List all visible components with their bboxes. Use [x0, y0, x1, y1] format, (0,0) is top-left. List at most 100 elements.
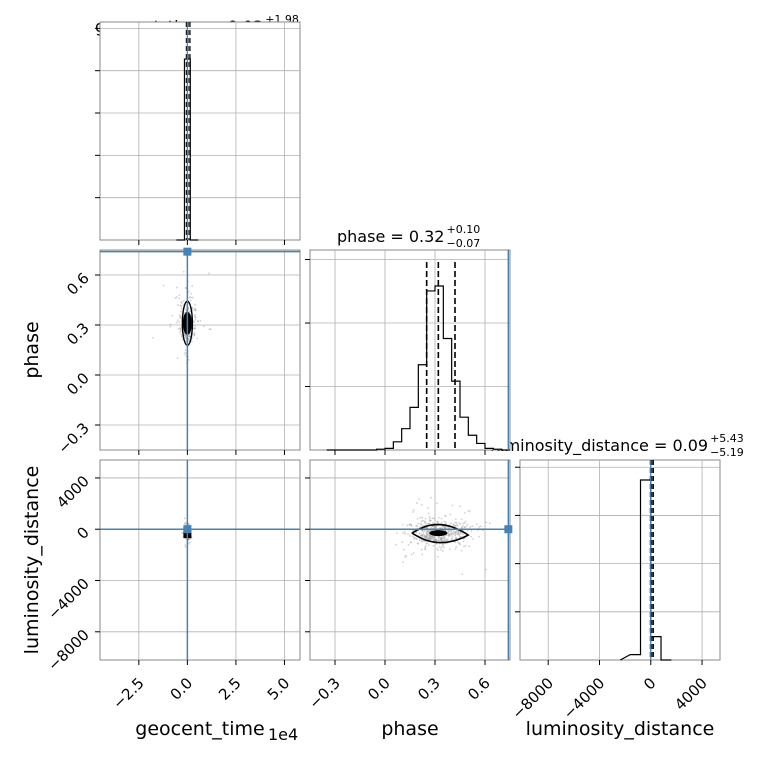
sample-point — [179, 329, 182, 332]
sample-point — [180, 304, 183, 307]
sample-point — [454, 531, 457, 533]
sample-point — [465, 525, 468, 528]
sample-point — [437, 516, 440, 519]
sample-point — [187, 359, 190, 361]
sample-point — [444, 515, 447, 518]
sample-point — [151, 336, 154, 339]
sample-point — [195, 316, 197, 319]
sample-point — [447, 534, 450, 537]
sample-point — [450, 531, 453, 534]
sample-point — [424, 536, 427, 539]
sample-point — [189, 541, 191, 544]
sample-point — [443, 546, 445, 549]
sample-point — [406, 524, 409, 527]
sample-point — [455, 521, 458, 524]
sample-point — [476, 523, 478, 525]
sample-point — [194, 315, 196, 317]
sample-point — [463, 526, 466, 529]
sample-point — [433, 538, 436, 541]
diag-panel-geocent_time — [95, 21, 301, 245]
sample-point — [419, 516, 422, 519]
sample-point — [421, 524, 424, 527]
sample-point — [424, 534, 427, 537]
sample-point — [447, 531, 450, 534]
sample-point — [459, 535, 462, 538]
sample-point — [431, 538, 434, 540]
sample-point — [466, 523, 469, 526]
y-tick-label-phase: 0.6 — [63, 269, 93, 299]
sample-point — [459, 531, 462, 534]
sample-point — [178, 297, 181, 300]
sample-point — [454, 521, 457, 524]
sample-point — [169, 325, 171, 328]
sample-point — [444, 525, 447, 528]
sample-point — [191, 285, 194, 287]
sample-point — [421, 504, 423, 506]
sample-point — [445, 538, 448, 541]
sample-point — [462, 540, 465, 543]
sample-point — [404, 555, 407, 558]
sample-point — [428, 517, 431, 520]
sample-point — [463, 526, 466, 529]
sample-point — [451, 535, 454, 537]
sample-point — [463, 545, 465, 548]
sample-point — [440, 517, 443, 520]
sample-point — [452, 531, 454, 534]
sample-point — [435, 526, 438, 528]
sample-point — [179, 316, 182, 319]
sample-point — [452, 523, 455, 526]
sample-point — [184, 336, 187, 339]
sample-point — [464, 520, 467, 523]
sample-point — [460, 518, 463, 521]
sample-point — [430, 538, 433, 540]
sample-point — [194, 328, 196, 330]
sample-point — [457, 541, 459, 543]
truth-marker — [504, 525, 513, 534]
sample-point — [425, 537, 427, 540]
sample-point — [432, 539, 435, 542]
sample-point — [429, 534, 432, 537]
sample-point — [184, 522, 187, 524]
sample-point — [452, 532, 455, 535]
sample-point — [416, 542, 419, 545]
sample-point — [472, 538, 474, 540]
sample-point — [440, 537, 443, 540]
sample-point — [414, 537, 417, 540]
y-tick-label-phase: 0.0 — [63, 369, 93, 399]
sample-point — [438, 540, 441, 542]
sample-point — [428, 544, 430, 546]
sample-point — [209, 328, 212, 331]
sample-point — [427, 507, 429, 510]
sample-point — [463, 512, 466, 514]
contour-outer — [411, 523, 470, 544]
sample-point — [450, 538, 453, 541]
sample-point — [421, 516, 424, 519]
sample-point — [180, 307, 183, 310]
sample-point — [423, 535, 425, 538]
sample-point — [178, 321, 180, 324]
sample-point — [427, 533, 430, 536]
sample-point — [428, 515, 431, 518]
sample-point — [416, 517, 419, 520]
sample-point — [451, 537, 454, 539]
sample-point — [454, 531, 457, 534]
sample-point — [436, 520, 439, 523]
sample-point — [413, 538, 416, 540]
sample-point — [403, 531, 406, 533]
sample-point — [424, 521, 427, 524]
sample-point — [427, 538, 429, 540]
sample-point — [420, 520, 423, 522]
sample-point — [425, 534, 428, 537]
sample-point — [194, 309, 197, 312]
sample-point — [423, 524, 426, 527]
offset-text: 1e4 — [268, 725, 298, 744]
sample-point — [440, 537, 443, 540]
panel-title-luminosity_distance: luminosity_distance = 0.09 +5.43−5.19 — [490, 432, 744, 459]
panel-frame — [519, 459, 721, 661]
sample-point — [187, 542, 190, 545]
diag-panel-phase — [305, 249, 511, 455]
sample-point — [412, 552, 415, 554]
sample-point — [183, 333, 186, 336]
y-axis-label-luminosity_distance: luminosity_distance — [21, 466, 43, 655]
panel-title-phase: phase = 0.32 +0.10−0.07 — [337, 223, 480, 250]
